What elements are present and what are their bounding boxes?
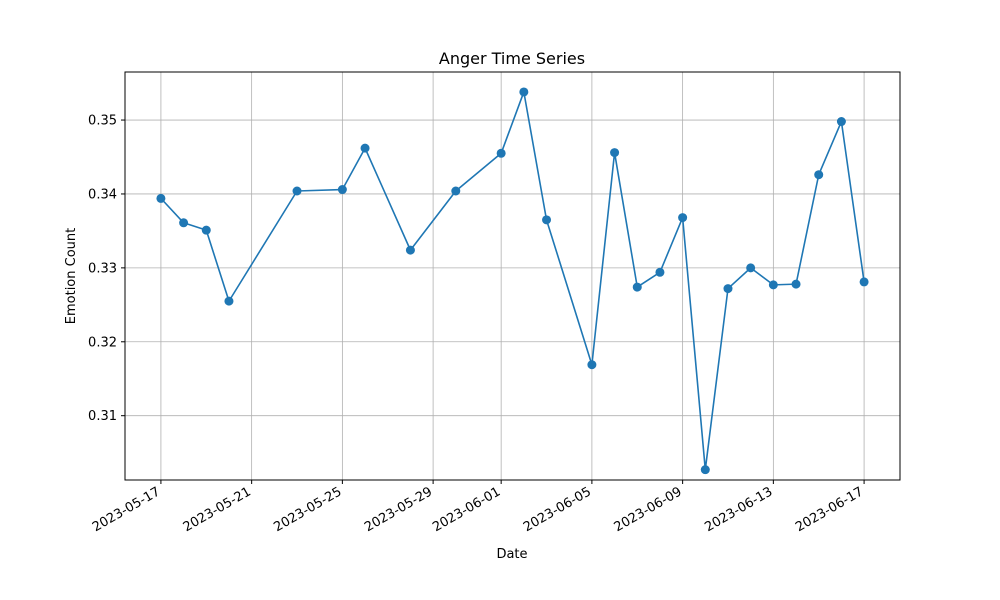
data-point [746,263,756,273]
data-point [859,277,869,287]
data-point [678,213,688,223]
y-tick-label: 0.32 [88,335,117,350]
data-point [814,170,824,180]
data-point [360,143,370,153]
data-point [632,282,642,292]
chart-title: Anger Time Series [439,49,585,68]
y-axis-label: Emotion Count [64,228,79,324]
data-point [201,225,211,235]
plot-area-frame [124,71,901,481]
data-point [337,185,347,195]
data-point [292,186,302,196]
data-point [700,465,710,475]
data-point [655,267,665,277]
data-point [542,215,552,225]
data-point [224,296,234,306]
data-point [791,279,801,289]
data-point [723,284,733,294]
data-point [587,360,597,370]
x-axis-label: Date [496,547,527,562]
grid [125,72,900,480]
data-point [179,218,189,228]
data-point [496,148,506,158]
data-point [836,117,846,127]
data-point [405,245,415,255]
series [156,87,869,475]
y-tick-label: 0.35 [88,114,117,129]
data-point [451,186,461,196]
data-point [156,193,166,203]
data-point [519,87,529,97]
y-tick-label: 0.31 [88,409,117,424]
data-point [768,280,778,290]
y-tick-label: 0.34 [88,187,117,202]
data-point [610,148,620,158]
y-tick-label: 0.33 [88,261,117,276]
